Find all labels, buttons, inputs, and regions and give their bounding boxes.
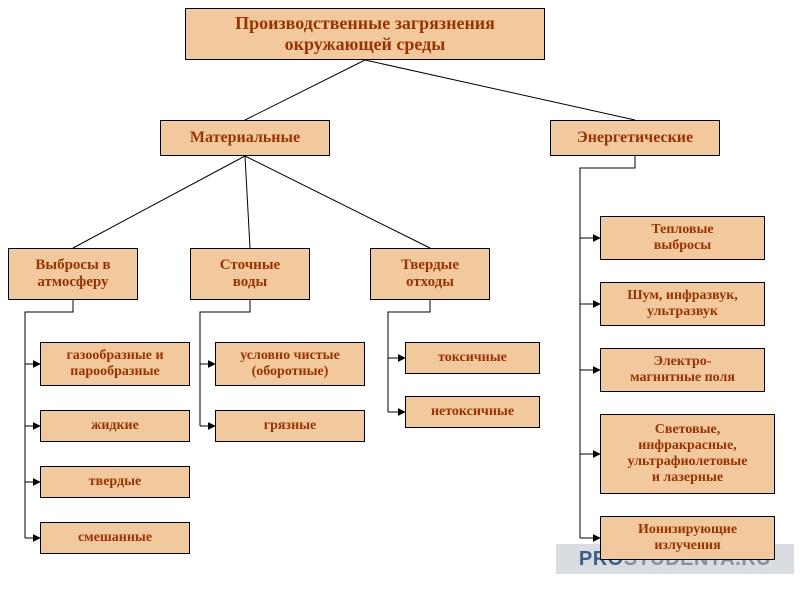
node-sto: Сточныеводы (190, 248, 310, 300)
node-atm4: смешанные (40, 522, 190, 554)
node-en3: Электро-магнитные поля (600, 348, 765, 392)
node-tve2: нетоксичные (405, 396, 540, 428)
node-tve1: токсичные (405, 342, 540, 374)
node-root: Производственные загрязненияокружающей с… (185, 8, 545, 60)
node-atm2: жидкие (40, 410, 190, 442)
node-mat: Материальные (160, 120, 330, 156)
node-tve: Твердыеотходы (370, 248, 490, 300)
node-sto2: грязные (215, 410, 365, 442)
node-ener: Энергетические (550, 120, 720, 156)
node-en2: Шум, инфразвук,ультразвук (600, 282, 765, 326)
node-sto1: условно чистые(оборотные) (215, 342, 365, 386)
node-atm3: твердые (40, 466, 190, 498)
node-en1: Тепловыевыбросы (600, 216, 765, 260)
node-atm: Выбросы ватмосферу (8, 248, 138, 300)
node-atm1: газообразные ипарообразные (40, 342, 190, 386)
node-en5: Ионизирующиеизлучения (600, 516, 775, 560)
node-en4: Световые,инфракрасные,ультрафиолетовыеи … (600, 414, 775, 494)
